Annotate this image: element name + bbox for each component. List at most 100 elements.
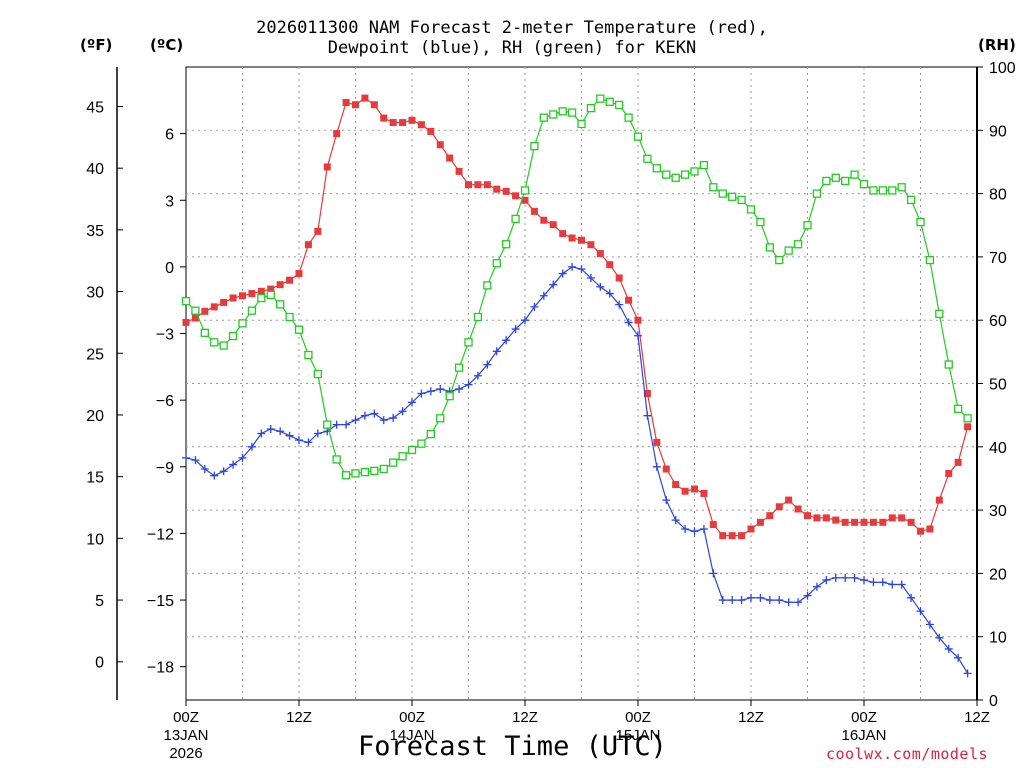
temperature-point <box>926 525 934 533</box>
dewpoint-point <box>878 578 887 587</box>
rh-point <box>247 306 257 315</box>
temperature-point <box>869 518 877 526</box>
rh-point <box>398 452 407 461</box>
rh-point <box>549 110 558 119</box>
temperature-point <box>210 303 218 311</box>
dewpoint-point <box>276 427 285 436</box>
temperature-point <box>738 532 746 540</box>
rh-point <box>464 338 473 347</box>
rh-point <box>219 341 228 350</box>
temperature-point <box>813 514 821 522</box>
temperature-point <box>559 230 567 238</box>
dewpoint-point <box>944 644 953 653</box>
temperature-point <box>304 241 312 249</box>
rh-point <box>624 113 633 122</box>
rh-point <box>276 300 285 309</box>
x-tick-date-label: 16JAN <box>841 727 886 744</box>
temperature-point <box>239 292 246 300</box>
rh-point <box>266 290 275 300</box>
temperature-point <box>436 141 444 149</box>
dewpoint-point <box>229 460 238 469</box>
rh-point <box>963 414 972 423</box>
dewpoint-point <box>596 282 605 291</box>
rh-point <box>332 455 341 464</box>
temperature-point <box>295 270 303 278</box>
rh-point <box>238 319 247 328</box>
celsius-tick-label: 6 <box>165 127 174 144</box>
temperature-series-line <box>185 97 969 537</box>
dewpoint-point <box>954 653 963 662</box>
celsius-tick-label: −9 <box>156 460 174 477</box>
rh-point <box>841 176 850 186</box>
temperature-point <box>455 167 463 175</box>
x-tick-label: 12Z <box>964 709 990 726</box>
dewpoint-point <box>464 380 473 389</box>
source-credit: coolwx.com/models <box>826 745 989 763</box>
rh-point <box>850 170 859 179</box>
fahrenheit-tick-label: 5 <box>95 593 104 610</box>
dewpoint-point <box>530 302 539 311</box>
dewpoint-point <box>351 416 360 425</box>
dewpoint-point <box>935 633 944 642</box>
dewpoint-point <box>379 416 388 425</box>
temperature-point <box>625 296 633 304</box>
celsius-tick-label: −12 <box>147 526 174 543</box>
rh-point <box>351 469 360 478</box>
rh-point <box>878 186 887 195</box>
rh-point <box>615 100 624 110</box>
temperature-point <box>719 532 727 540</box>
dewpoint-point <box>831 573 840 582</box>
dewpoint-point <box>483 360 492 369</box>
rh-tick-label: 0 <box>989 693 998 710</box>
dewpoint-point <box>605 289 614 298</box>
rh-series-line <box>185 97 969 476</box>
celsius-tick-label: −6 <box>156 393 174 410</box>
dewpoint-point <box>916 607 925 616</box>
temperature-point <box>756 518 764 526</box>
fahrenheit-tick-label: 25 <box>86 346 104 363</box>
fahrenheit-tick-label: 45 <box>86 99 104 116</box>
temperature-point <box>766 512 774 520</box>
temperature-point <box>804 512 811 520</box>
dewpoint-point <box>671 516 680 525</box>
temperature-point <box>709 521 717 529</box>
rh-tick-label: 60 <box>989 313 1007 330</box>
fahrenheit-unit-label: (ºF) <box>80 36 113 54</box>
temperature-point <box>333 130 341 138</box>
temperature-point <box>860 518 868 526</box>
dewpoint-point <box>784 598 793 607</box>
rh-point <box>756 217 765 227</box>
rh-tick-label: 70 <box>989 250 1007 267</box>
celsius-tick-label: −15 <box>147 593 174 610</box>
fahrenheit-tick-label: 10 <box>86 531 104 548</box>
rh-point <box>765 243 774 252</box>
temperature-point <box>314 227 322 235</box>
rh-point <box>605 97 614 106</box>
temperature-point <box>512 192 520 200</box>
chart-title-line2: Dewpoint (blue), RH (green) for KEKN <box>327 38 697 58</box>
rh-point <box>304 350 313 360</box>
temperature-point <box>794 505 802 513</box>
rh-point <box>925 255 935 265</box>
rh-tick-label: 40 <box>989 440 1007 457</box>
temperature-point <box>399 119 407 127</box>
rh-point <box>775 255 784 265</box>
dewpoint-point <box>586 274 595 282</box>
rh-point <box>389 458 398 467</box>
temperature-point <box>502 187 510 195</box>
rh-point <box>596 94 605 103</box>
temperature-point <box>841 518 849 526</box>
rh-tick-label: 10 <box>989 630 1007 647</box>
rh-point <box>492 259 501 268</box>
dewpoint-point <box>615 300 624 309</box>
rh-point <box>511 214 520 224</box>
rh-point <box>436 414 445 423</box>
temperature-point <box>446 154 454 162</box>
fahrenheit-tick-label: 20 <box>86 408 104 425</box>
dewpoint-point <box>558 269 567 278</box>
temperature-point <box>681 487 689 495</box>
dewpoint-point <box>473 371 482 380</box>
dewpoint-point <box>634 331 642 340</box>
dewpoint-point <box>681 524 690 533</box>
dewpoint-point <box>313 429 322 438</box>
